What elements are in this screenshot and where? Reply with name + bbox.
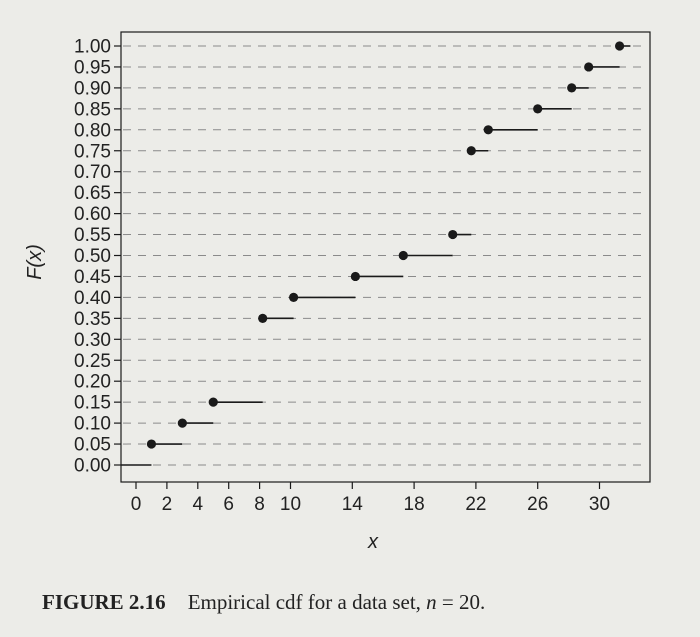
y-tick-label: 0.45 — [74, 267, 111, 288]
y-tick-label: 0.15 — [74, 393, 111, 414]
x-tick-label: 8 — [254, 494, 265, 515]
step-point — [258, 313, 268, 323]
plot-border — [120, 31, 651, 483]
step-point — [208, 397, 218, 407]
step-point — [398, 250, 408, 261]
y-tick-label: 0.30 — [74, 330, 111, 351]
step-point — [146, 439, 157, 449]
y-tick-label: 1.00 — [74, 37, 111, 58]
y-tick-label: 0.65 — [74, 183, 111, 204]
y-tick-label: 0.50 — [74, 246, 111, 267]
y-tick-label: 0.20 — [74, 372, 111, 393]
y-tick-label: 0.55 — [74, 225, 111, 246]
step-point — [533, 104, 543, 114]
step-point — [288, 292, 299, 302]
y-tick-label: 0.40 — [74, 288, 111, 309]
caption-variable: n — [426, 590, 437, 614]
plot-frame — [120, 31, 651, 483]
y-tick-label: 0.85 — [74, 99, 111, 120]
y-tick-label: 0.90 — [74, 78, 111, 99]
x-tick-label: 14 — [342, 494, 364, 515]
y-tick-label: 0.95 — [74, 57, 111, 78]
step-point — [567, 83, 577, 93]
y-tick-label: 0.80 — [74, 120, 111, 141]
y-tick-label: 0.10 — [74, 414, 111, 435]
figure-caption: FIGURE 2.16 Empirical cdf for a data set,… — [42, 590, 485, 615]
x-tick-label: 4 — [193, 494, 204, 515]
step-point — [483, 125, 493, 135]
step-point — [448, 229, 458, 240]
y-tick-label: 0.75 — [74, 141, 111, 162]
x-axis: 0 2 4 6 8 10 14 18 22 26 30 — [131, 482, 610, 515]
x-tick-label: 10 — [280, 494, 301, 515]
step-point — [466, 146, 476, 156]
y-axis: 0.000.050.100.150.200.250.300.350.400.45… — [74, 37, 121, 477]
step-series — [121, 41, 631, 466]
caption-text-end: = 20. — [436, 590, 486, 614]
y-tick-label: 0.00 — [74, 456, 111, 477]
step-point — [614, 41, 625, 51]
x-tick-label: 6 — [223, 494, 234, 515]
x-tick-label: 2 — [162, 494, 173, 515]
grid-lines — [123, 45, 648, 466]
x-tick-label: 22 — [465, 494, 486, 515]
x-axis-title: x — [367, 531, 379, 553]
y-axis-title: F(x) — [24, 244, 46, 280]
x-tick-label: 0 — [131, 494, 142, 515]
y-tick-label: 0.60 — [74, 204, 111, 225]
y-tick-label: 0.05 — [74, 435, 111, 456]
caption-text: Empirical cdf for a data set, — [187, 590, 427, 614]
y-tick-label: 0.70 — [74, 162, 111, 183]
x-tick-label: 18 — [404, 494, 425, 515]
step-point — [177, 418, 187, 428]
x-tick-label: 30 — [589, 494, 610, 515]
y-tick-label: 0.25 — [74, 351, 111, 372]
step-point — [350, 271, 360, 282]
step-point — [584, 62, 594, 72]
caption-label: FIGURE 2.16 — [42, 590, 166, 614]
y-tick-label: 0.35 — [74, 309, 111, 330]
x-tick-label: 26 — [527, 494, 548, 515]
